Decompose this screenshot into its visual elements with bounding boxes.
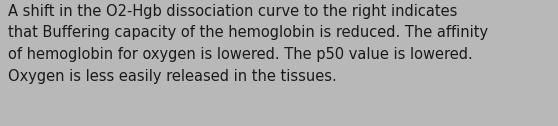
Text: A shift in the O2-Hgb dissociation curve to the right indicates
that Buffering c: A shift in the O2-Hgb dissociation curve… xyxy=(8,4,488,84)
